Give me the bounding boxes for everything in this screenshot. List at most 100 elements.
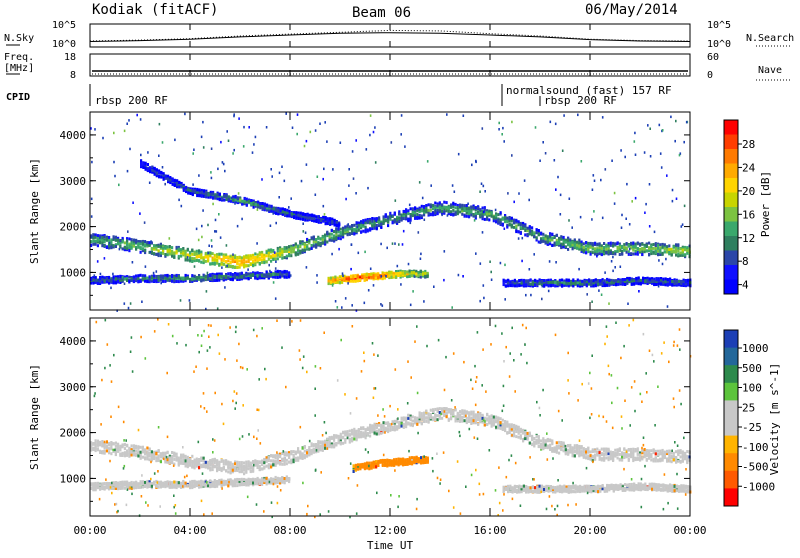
scatter-cell xyxy=(388,275,390,278)
scatter-cell xyxy=(169,279,171,282)
scatter-cell xyxy=(191,253,193,256)
scatter-cell xyxy=(250,199,252,202)
scatter-cell xyxy=(155,253,157,256)
scatter-cell xyxy=(548,281,550,284)
scatter-cell xyxy=(284,180,286,183)
scatter-cell xyxy=(117,443,119,446)
scatter-cell xyxy=(638,279,640,282)
scatter-cell xyxy=(685,281,687,284)
scatter-cell xyxy=(630,252,632,255)
scatter-cell xyxy=(243,276,245,279)
scatter-cell xyxy=(248,464,250,467)
scatter-cell xyxy=(214,458,216,461)
scatter-cell xyxy=(657,244,659,247)
scatter-cell xyxy=(192,152,194,155)
scatter-cell xyxy=(603,246,605,249)
scatter-cell xyxy=(155,275,157,278)
scatter-cell xyxy=(558,237,560,240)
scatter-cell xyxy=(366,278,368,281)
scatter-cell xyxy=(270,248,272,251)
scatter-cell xyxy=(385,219,387,222)
scatter-cell xyxy=(353,233,355,236)
scatter-cell xyxy=(155,459,157,462)
scatter-cell xyxy=(286,273,288,276)
scatter-cell xyxy=(655,244,657,247)
scatter-cell xyxy=(409,270,411,273)
scatter-cell xyxy=(178,458,180,461)
scatter-cell xyxy=(635,154,637,157)
scatter-cell xyxy=(180,299,182,302)
scatter-cell xyxy=(288,275,290,278)
scatter-cell xyxy=(676,198,678,201)
scatter-cell xyxy=(263,256,265,259)
scatter-cell xyxy=(158,249,160,252)
scatter-cell xyxy=(529,268,531,271)
scatter-cell xyxy=(271,175,273,178)
scatter-cell xyxy=(432,207,434,210)
scatter-cell xyxy=(113,281,115,284)
scatter-cell xyxy=(235,196,237,199)
scatter-cell xyxy=(529,225,531,228)
scatter-cell xyxy=(212,468,214,471)
scatter-cell xyxy=(145,162,147,165)
scatter-cell xyxy=(214,262,216,265)
scatter-cell xyxy=(427,272,429,275)
scatter-cell xyxy=(232,260,234,263)
scatter-cell xyxy=(128,119,130,122)
scatter-cell xyxy=(374,126,376,129)
scatter-cell xyxy=(484,190,486,193)
scatter-cell xyxy=(259,257,261,260)
scatter-cell xyxy=(187,248,189,251)
scatter-cell xyxy=(216,259,218,262)
scatter-cell xyxy=(189,257,191,260)
scatter-cell xyxy=(207,257,209,260)
scatter-cell xyxy=(577,114,579,117)
scatter-cell xyxy=(518,223,520,226)
scatter-cell xyxy=(655,250,657,253)
scatter-cell xyxy=(302,249,304,252)
scatter-cell xyxy=(171,461,173,464)
scatter-cell xyxy=(101,242,103,245)
scatter-cell xyxy=(220,141,222,144)
scatter-cell xyxy=(212,193,214,196)
scatter-cell xyxy=(234,276,236,279)
scatter-cell xyxy=(181,184,183,187)
scatter-cell xyxy=(257,274,259,277)
scatter-cell xyxy=(209,278,211,281)
scatter-cell xyxy=(623,243,625,246)
scatter-cell xyxy=(278,196,280,199)
scatter-cell xyxy=(139,212,141,215)
scatter-cell xyxy=(577,281,579,284)
scatter-cell xyxy=(128,307,130,310)
scatter-cell xyxy=(653,280,655,283)
scatter-cell xyxy=(423,209,425,212)
scatter-cell xyxy=(108,282,110,285)
scatter-cell xyxy=(374,223,376,226)
scatter-cell xyxy=(95,446,97,449)
scatter-cell xyxy=(380,223,382,226)
scatter-cell xyxy=(256,242,258,245)
y-tick-label: 3000 xyxy=(60,175,87,188)
scatter-cell xyxy=(638,290,640,293)
scatter-cell xyxy=(110,279,112,282)
scatter-cell xyxy=(126,123,128,126)
scatter-cell xyxy=(511,217,513,220)
scatter-cell xyxy=(401,214,403,217)
scatter-cell xyxy=(520,231,522,234)
scatter-cell xyxy=(299,250,301,253)
scatter-cell xyxy=(523,280,525,283)
scatter-cell xyxy=(500,211,502,214)
scatter-cell xyxy=(367,221,369,224)
scatter-cell xyxy=(316,281,318,284)
scatter-cell xyxy=(358,229,360,232)
scatter-cell xyxy=(277,210,279,213)
scatter-cell xyxy=(620,279,622,282)
scatter-cell xyxy=(257,204,259,207)
scatter-cell xyxy=(204,196,206,199)
scatter-cell xyxy=(137,274,139,277)
scatter-cell xyxy=(239,260,241,263)
scatter-cell xyxy=(317,242,319,245)
scatter-cell xyxy=(518,230,520,233)
scatter-cell xyxy=(279,252,281,255)
